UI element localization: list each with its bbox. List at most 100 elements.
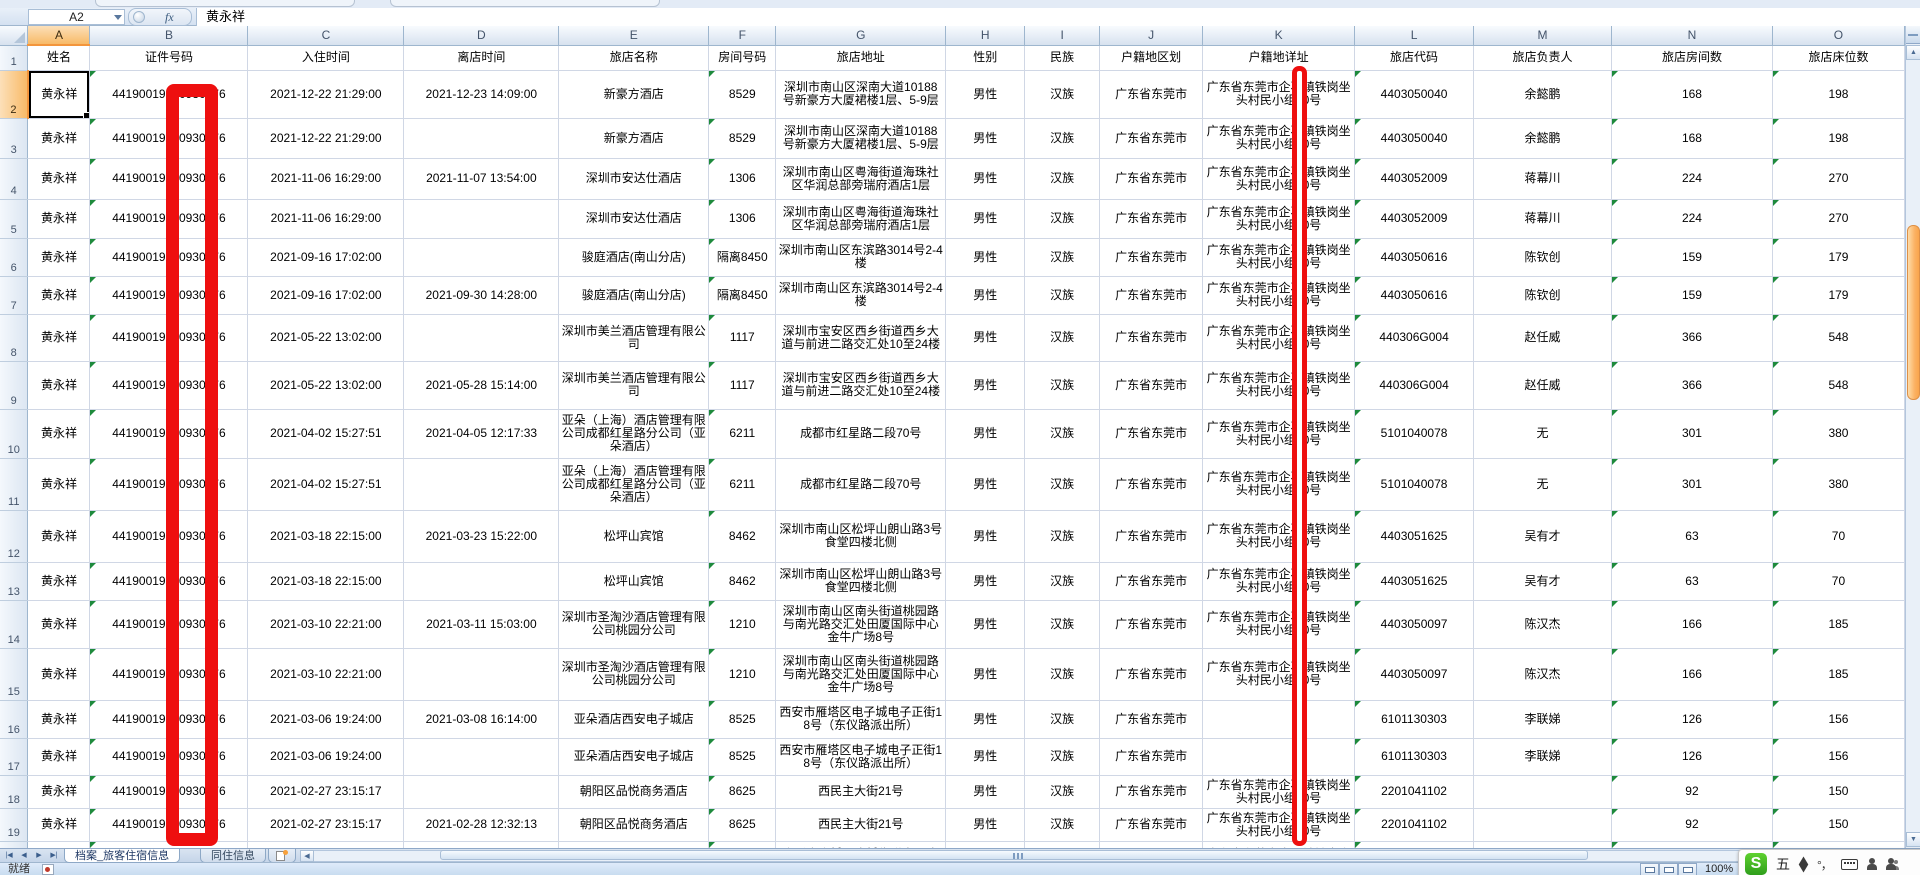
cell-I1[interactable]: 民族 (1024, 45, 1101, 71)
row-header-19[interactable]: 19 (0, 808, 29, 842)
row-header-6[interactable]: 6 (0, 238, 29, 277)
cell-J8[interactable]: 广东省东莞市 (1099, 314, 1204, 362)
cell-C2[interactable]: 2021-12-22 21:29:00 (247, 70, 405, 119)
cell-I13[interactable]: 汉族 (1024, 562, 1101, 601)
cell-F3[interactable]: 8529 (708, 118, 777, 159)
row-header-4[interactable]: 4 (0, 158, 29, 200)
cell-B17[interactable]: 44190019900930376 (89, 738, 249, 776)
row-header-18[interactable]: 18 (0, 775, 29, 809)
cell-D18[interactable] (403, 775, 560, 809)
cell-E9[interactable]: 深圳市美兰酒店管理有限公司 (558, 361, 710, 410)
cell-A20[interactable]: 黄永祥 (27, 841, 91, 848)
cell-O2[interactable]: 198 (1772, 70, 1905, 119)
cell-H6[interactable]: 男性 (945, 238, 1026, 277)
cell-B14[interactable]: 44190019900930376 (89, 600, 249, 649)
cell-I19[interactable]: 汉族 (1024, 808, 1101, 842)
cell-D20[interactable] (403, 841, 560, 848)
cell-H10[interactable]: 男性 (945, 409, 1026, 459)
cell-B18[interactable]: 44190019900930376 (89, 775, 249, 809)
column-header-N[interactable]: N (1611, 26, 1773, 46)
cell-L15[interactable]: 4403050097 (1354, 648, 1475, 701)
cell-O11[interactable]: 380 (1772, 458, 1905, 511)
cell-E5[interactable]: 深圳市安达仕酒店 (558, 199, 710, 239)
cell-I10[interactable]: 汉族 (1024, 409, 1101, 459)
cell-B6[interactable]: 44190019900930376 (89, 238, 249, 277)
cell-H12[interactable]: 男性 (945, 510, 1026, 563)
cell-O1[interactable]: 旅店床位数 (1772, 45, 1905, 71)
cell-A13[interactable]: 黄永祥 (27, 562, 91, 601)
cell-K17[interactable] (1202, 738, 1356, 776)
row-header-2[interactable]: 2 (0, 70, 29, 119)
cell-A8[interactable]: 黄永祥 (27, 314, 91, 362)
cell-K16[interactable] (1202, 700, 1356, 739)
insert-function-button[interactable]: fx (165, 10, 174, 24)
cell-K13[interactable]: 广东省东莞市企石镇铁岗坐头村民小组10号 (1202, 562, 1356, 601)
cell-J17[interactable]: 广东省东莞市 (1099, 738, 1204, 776)
column-header-G[interactable]: G (775, 26, 947, 46)
cell-B10[interactable]: 44190019900930376 (89, 409, 249, 459)
cell-J19[interactable]: 广东省东莞市 (1099, 808, 1204, 842)
cell-I20[interactable]: 汉族 (1024, 841, 1101, 848)
column-header-K[interactable]: K (1202, 26, 1356, 46)
cell-E15[interactable]: 深圳市圣淘沙酒店管理有限公司桃园分公司 (558, 648, 710, 701)
column-header-J[interactable]: J (1099, 26, 1204, 46)
cell-A3[interactable]: 黄永祥 (27, 118, 91, 159)
cell-K18[interactable]: 广东省东莞市企石镇铁岗坐头村民小组10号 (1202, 775, 1356, 809)
cell-A19[interactable]: 黄永祥 (27, 808, 91, 842)
cell-A15[interactable]: 黄永祥 (27, 648, 91, 701)
cell-M12[interactable]: 吴有才 (1473, 510, 1612, 563)
cell-K1[interactable]: 户籍地详址 (1202, 45, 1356, 71)
cell-F1[interactable]: 房间号码 (708, 45, 777, 71)
cell-K12[interactable]: 广东省东莞市企石镇铁岗坐头村民小组10号 (1202, 510, 1356, 563)
cell-J14[interactable]: 广东省东莞市 (1099, 600, 1204, 649)
cell-E11[interactable]: 亚朵（上海）酒店管理有限公司成都红星路分公司（亚朵酒店） (558, 458, 710, 511)
column-header-L[interactable]: L (1354, 26, 1475, 46)
cell-F14[interactable]: 1210 (708, 600, 777, 649)
column-header-D[interactable]: D (403, 26, 560, 46)
cell-A2[interactable]: 黄永祥 (27, 70, 91, 119)
cell-C14[interactable]: 2021-03-10 22:21:00 (247, 600, 405, 649)
cell-I3[interactable]: 汉族 (1024, 118, 1101, 159)
cell-F4[interactable]: 1306 (708, 158, 777, 200)
cell-K7[interactable]: 广东省东莞市企石镇铁岗坐头村民小组10号 (1202, 276, 1356, 315)
cell-I6[interactable]: 汉族 (1024, 238, 1101, 277)
cell-F9[interactable]: 1117 (708, 361, 777, 410)
next-sheet-button[interactable]: ▶ (36, 852, 42, 859)
cell-E4[interactable]: 深圳市安达仕酒店 (558, 158, 710, 200)
cell-E3[interactable]: 新豪方酒店 (558, 118, 710, 159)
cell-C16[interactable]: 2021-03-06 19:24:00 (247, 700, 405, 739)
cell-F13[interactable]: 8462 (708, 562, 777, 601)
cell-M17[interactable]: 李联娣 (1473, 738, 1612, 776)
cell-I12[interactable]: 汉族 (1024, 510, 1101, 563)
cell-B9[interactable]: 44190019900930376 (89, 361, 249, 410)
cell-D2[interactable]: 2021-12-23 14:09:00 (403, 70, 560, 119)
name-box-dropdown-icon[interactable] (114, 15, 122, 20)
cell-D6[interactable] (403, 238, 560, 277)
cell-O6[interactable]: 179 (1772, 238, 1905, 277)
row-header-15[interactable]: 15 (0, 648, 29, 701)
cell-N5[interactable]: 224 (1611, 199, 1773, 239)
cell-C1[interactable]: 入住时间 (247, 45, 405, 71)
cell-A6[interactable]: 黄永祥 (27, 238, 91, 277)
cell-M9[interactable]: 赵任威 (1473, 361, 1612, 410)
cell-O20[interactable]: 120 (1772, 841, 1905, 848)
insert-worksheet-button[interactable] (268, 849, 296, 863)
cell-D19[interactable]: 2021-02-28 12:32:13 (403, 808, 560, 842)
row-header-13[interactable]: 13 (0, 562, 29, 601)
cell-D8[interactable] (403, 314, 560, 362)
prev-sheet-button[interactable]: ◀ (21, 852, 27, 859)
cell-M2[interactable]: 余懿鹏 (1473, 70, 1612, 119)
cell-C3[interactable]: 2021-12-22 21:29:00 (247, 118, 405, 159)
cell-C19[interactable]: 2021-02-27 23:15:17 (247, 808, 405, 842)
name-box[interactable]: A2 (28, 9, 125, 25)
cell-J9[interactable]: 广东省东莞市 (1099, 361, 1204, 410)
cell-M3[interactable]: 余懿鹏 (1473, 118, 1612, 159)
row-header-8[interactable]: 8 (0, 314, 29, 362)
cell-G7[interactable]: 深圳市南山区东滨路3014号2-4楼 (775, 276, 947, 315)
cell-O15[interactable]: 185 (1772, 648, 1905, 701)
cell-H4[interactable]: 男性 (945, 158, 1026, 200)
cell-D16[interactable]: 2021-03-08 16:14:00 (403, 700, 560, 739)
cell-J11[interactable]: 广东省东莞市 (1099, 458, 1204, 511)
row-header-3[interactable]: 3 (0, 118, 29, 159)
cell-I2[interactable]: 汉族 (1024, 70, 1101, 119)
